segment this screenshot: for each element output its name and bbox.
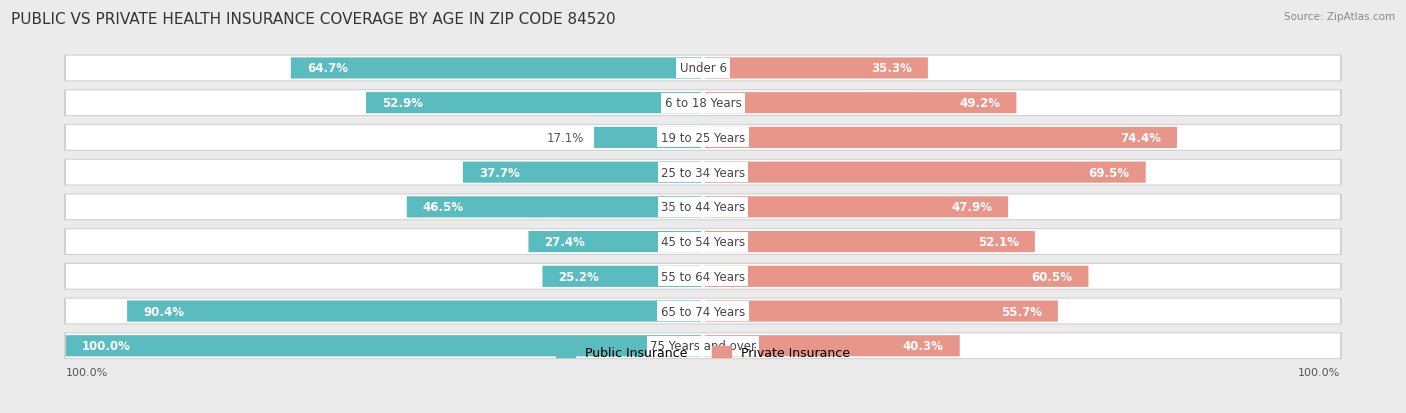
Text: 55.7%: 55.7% bbox=[1001, 305, 1042, 318]
FancyBboxPatch shape bbox=[65, 263, 1341, 290]
Text: PUBLIC VS PRIVATE HEALTH INSURANCE COVERAGE BY AGE IN ZIP CODE 84520: PUBLIC VS PRIVATE HEALTH INSURANCE COVER… bbox=[11, 12, 616, 27]
FancyBboxPatch shape bbox=[529, 231, 702, 253]
Text: Source: ZipAtlas.com: Source: ZipAtlas.com bbox=[1284, 12, 1395, 22]
FancyBboxPatch shape bbox=[66, 195, 1340, 220]
Text: 27.4%: 27.4% bbox=[544, 235, 585, 249]
FancyBboxPatch shape bbox=[704, 162, 1146, 183]
FancyBboxPatch shape bbox=[366, 93, 702, 114]
FancyBboxPatch shape bbox=[65, 332, 1341, 359]
Text: 49.2%: 49.2% bbox=[959, 97, 1001, 110]
FancyBboxPatch shape bbox=[291, 58, 702, 79]
Text: 74.4%: 74.4% bbox=[1121, 132, 1161, 145]
Text: 60.5%: 60.5% bbox=[1032, 270, 1073, 283]
FancyBboxPatch shape bbox=[66, 160, 1340, 185]
FancyBboxPatch shape bbox=[65, 55, 1341, 82]
FancyBboxPatch shape bbox=[65, 159, 1341, 186]
FancyBboxPatch shape bbox=[704, 93, 1017, 114]
Text: 65 to 74 Years: 65 to 74 Years bbox=[661, 305, 745, 318]
FancyBboxPatch shape bbox=[65, 90, 1341, 117]
FancyBboxPatch shape bbox=[704, 301, 1057, 322]
Text: 100.0%: 100.0% bbox=[1298, 368, 1340, 377]
Text: 90.4%: 90.4% bbox=[143, 305, 184, 318]
FancyBboxPatch shape bbox=[66, 335, 702, 356]
FancyBboxPatch shape bbox=[66, 91, 1340, 116]
FancyBboxPatch shape bbox=[66, 230, 1340, 254]
Text: 52.1%: 52.1% bbox=[979, 235, 1019, 249]
Text: 17.1%: 17.1% bbox=[547, 132, 585, 145]
FancyBboxPatch shape bbox=[66, 299, 1340, 324]
Text: 52.9%: 52.9% bbox=[382, 97, 423, 110]
FancyBboxPatch shape bbox=[704, 197, 1008, 218]
Text: 37.7%: 37.7% bbox=[479, 166, 519, 179]
FancyBboxPatch shape bbox=[463, 162, 702, 183]
FancyBboxPatch shape bbox=[65, 298, 1341, 325]
Text: 64.7%: 64.7% bbox=[307, 62, 347, 75]
Text: 35 to 44 Years: 35 to 44 Years bbox=[661, 201, 745, 214]
FancyBboxPatch shape bbox=[704, 335, 960, 356]
Text: 35.3%: 35.3% bbox=[872, 62, 912, 75]
Text: 75 Years and over: 75 Years and over bbox=[650, 339, 756, 352]
Text: 69.5%: 69.5% bbox=[1088, 166, 1130, 179]
FancyBboxPatch shape bbox=[66, 334, 1340, 358]
FancyBboxPatch shape bbox=[65, 229, 1341, 255]
FancyBboxPatch shape bbox=[704, 58, 928, 79]
Text: 19 to 25 Years: 19 to 25 Years bbox=[661, 132, 745, 145]
Text: 25.2%: 25.2% bbox=[558, 270, 599, 283]
Text: Under 6: Under 6 bbox=[679, 62, 727, 75]
FancyBboxPatch shape bbox=[704, 128, 1177, 149]
Legend: Public Insurance, Private Insurance: Public Insurance, Private Insurance bbox=[551, 341, 855, 364]
FancyBboxPatch shape bbox=[127, 301, 702, 322]
FancyBboxPatch shape bbox=[66, 264, 1340, 289]
FancyBboxPatch shape bbox=[595, 128, 702, 149]
Text: 45 to 54 Years: 45 to 54 Years bbox=[661, 235, 745, 249]
Text: 40.3%: 40.3% bbox=[903, 339, 943, 352]
FancyBboxPatch shape bbox=[66, 57, 1340, 81]
FancyBboxPatch shape bbox=[406, 197, 702, 218]
Text: 46.5%: 46.5% bbox=[423, 201, 464, 214]
Text: 6 to 18 Years: 6 to 18 Years bbox=[665, 97, 741, 110]
Text: 47.9%: 47.9% bbox=[952, 201, 993, 214]
Text: 100.0%: 100.0% bbox=[66, 368, 108, 377]
FancyBboxPatch shape bbox=[65, 125, 1341, 152]
Text: 25 to 34 Years: 25 to 34 Years bbox=[661, 166, 745, 179]
FancyBboxPatch shape bbox=[704, 231, 1035, 253]
Text: 55 to 64 Years: 55 to 64 Years bbox=[661, 270, 745, 283]
FancyBboxPatch shape bbox=[543, 266, 702, 287]
Text: 100.0%: 100.0% bbox=[82, 339, 131, 352]
FancyBboxPatch shape bbox=[704, 266, 1088, 287]
FancyBboxPatch shape bbox=[65, 194, 1341, 221]
FancyBboxPatch shape bbox=[66, 126, 1340, 150]
